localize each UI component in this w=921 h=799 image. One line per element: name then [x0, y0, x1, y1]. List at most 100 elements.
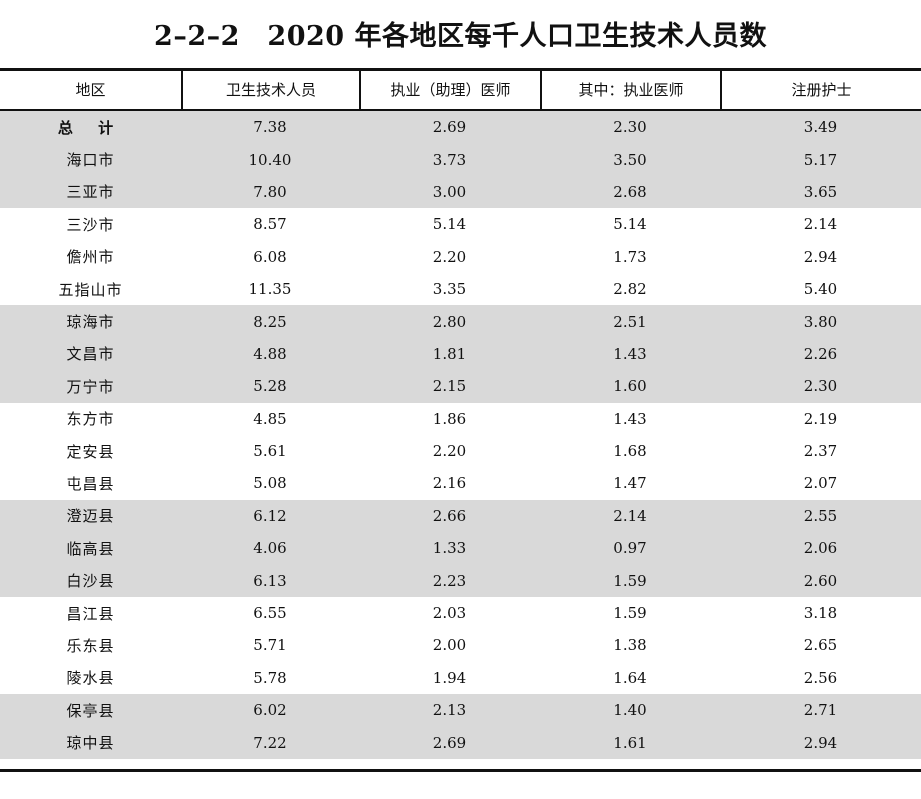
- table-row: 临高县 4.06 1.33 0.97 2.06: [0, 532, 921, 564]
- column-header-practicing-assistant-physicians: 执业（助理）医师: [359, 71, 540, 109]
- region-cell: 澄迈县: [66, 507, 115, 526]
- region-cell: 陵水县: [66, 669, 115, 688]
- region-cell: 海口市: [66, 151, 115, 170]
- table-row: 陵水县 5.78 1.94 1.64 2.56: [0, 662, 921, 694]
- practicing-assistant-physicians-cell: 2.16: [432, 474, 467, 493]
- row-group: 保亭县 6.02 2.13 1.40 2.71 琼中县 7.22 2.69 1.61 2.94: [0, 694, 921, 759]
- registered-nurses-cell: 5.17: [803, 150, 838, 169]
- practicing-assistant-physicians-cell: 1.33: [432, 539, 467, 558]
- practicing-physicians-cell: 3.50: [613, 150, 647, 169]
- data-table: 地区 卫生技术人员 执业（助理）医师 其中：执业医师 注册护士 总 计 7.38 2…: [0, 68, 921, 759]
- practicing-physicians-cell: 1.60: [613, 377, 647, 396]
- health-technicians-cell: 4.85: [253, 409, 287, 428]
- practicing-physicians-cell: 1.40: [613, 701, 647, 720]
- region-cell: 白沙县: [66, 572, 115, 591]
- column-header-registered-nurses: 注册护士: [720, 71, 921, 109]
- table-row: 东方市 4.85 1.86 1.43 2.19: [0, 403, 921, 435]
- region-cell: 定安县: [66, 442, 115, 461]
- table-row: 保亭县 6.02 2.13 1.40 2.71: [0, 694, 921, 726]
- health-technicians-cell: 8.25: [253, 312, 287, 331]
- table-row: 昌江县 6.55 2.03 1.59 3.18: [0, 597, 921, 629]
- registered-nurses-cell: 2.56: [803, 668, 838, 687]
- practicing-assistant-physicians-cell: 2.69: [432, 733, 467, 752]
- table-row: 三沙市 8.57 5.14 5.14 2.14: [0, 208, 921, 240]
- table-row: 海口市 10.40 3.73 3.50 5.17: [0, 143, 921, 175]
- table-row: 屯昌县 5.08 2.16 1.47 2.07: [0, 467, 921, 499]
- region-cell: 屯昌县: [66, 474, 115, 493]
- registered-nurses-cell: 3.80: [803, 312, 838, 331]
- health-technicians-cell: 7.80: [253, 182, 287, 201]
- row-group: 三沙市 8.57 5.14 5.14 2.14 儋州市 6.08 2.20 1.73 2.94 五指…: [0, 208, 921, 305]
- practicing-physicians-cell: 1.47: [613, 474, 647, 493]
- registered-nurses-cell: 3.18: [803, 604, 838, 623]
- practicing-assistant-physicians-cell: 2.80: [432, 312, 467, 331]
- table-body: 总 计 7.38 2.69 2.30 3.49 海口市 10.40 3.73 3.50 5.17 三…: [0, 111, 921, 759]
- practicing-physicians-cell: 1.61: [613, 733, 647, 752]
- health-technicians-cell: 4.88: [253, 344, 287, 363]
- region-cell: 乐东县: [66, 636, 115, 655]
- practicing-physicians-cell: 1.59: [613, 604, 647, 623]
- practicing-assistant-physicians-cell: 2.13: [432, 701, 467, 720]
- region-cell: 琼中县: [66, 734, 115, 753]
- region-cell: 文昌市: [66, 345, 115, 364]
- practicing-physicians-cell: 2.14: [613, 506, 647, 525]
- health-technicians-cell: 6.12: [253, 506, 287, 525]
- practicing-assistant-physicians-cell: 3.73: [432, 150, 467, 169]
- registered-nurses-cell: 2.65: [803, 636, 838, 655]
- health-technicians-cell: 5.61: [253, 442, 287, 461]
- region-cell: 三亚市: [66, 183, 115, 202]
- table-row: 乐东县 5.71 2.00 1.38 2.65: [0, 629, 921, 661]
- table-row: 五指山市 11.35 3.35 2.82 5.40: [0, 273, 921, 305]
- practicing-assistant-physicians-cell: 2.00: [432, 636, 467, 655]
- table-row: 文昌市 4.88 1.81 1.43 2.26: [0, 338, 921, 370]
- practicing-physicians-cell: 2.51: [613, 312, 647, 331]
- table-top-rule: [0, 68, 921, 71]
- health-technicians-cell: 6.08: [253, 247, 287, 266]
- region-cell: 保亭县: [66, 701, 115, 720]
- practicing-assistant-physicians-cell: 1.94: [432, 668, 467, 687]
- practicing-assistant-physicians-cell: 1.81: [432, 344, 467, 363]
- health-technicians-cell: 5.78: [253, 668, 287, 687]
- table-row: 儋州市 6.08 2.20 1.73 2.94: [0, 241, 921, 273]
- registered-nurses-cell: 2.14: [803, 215, 838, 234]
- practicing-physicians-cell: 0.97: [613, 539, 647, 558]
- table-row: 琼海市 8.25 2.80 2.51 3.80: [0, 305, 921, 337]
- registered-nurses-cell: 3.49: [803, 118, 838, 137]
- registered-nurses-cell: 2.71: [803, 701, 838, 720]
- table-row: 澄迈县 6.12 2.66 2.14 2.55: [0, 500, 921, 532]
- registered-nurses-cell: 2.30: [803, 377, 838, 396]
- page-title: 2–2–2 2020 年各地区每千人口卫生技术人员数: [154, 21, 767, 52]
- row-group: 东方市 4.85 1.86 1.43 2.19 定安县 5.61 2.20 1.68 2.37 屯昌…: [0, 403, 921, 500]
- table-row: 万宁市 5.28 2.15 1.60 2.30: [0, 370, 921, 402]
- region-cell: 琼海市: [66, 313, 115, 332]
- registered-nurses-cell: 2.37: [803, 442, 838, 461]
- registered-nurses-cell: 2.55: [803, 506, 838, 525]
- practicing-assistant-physicians-cell: 3.00: [432, 182, 467, 201]
- row-group: 总 计 7.38 2.69 2.30 3.49 海口市 10.40 3.73 3.50 5.17 三…: [0, 111, 921, 209]
- row-group: 昌江县 6.55 2.03 1.59 3.18 乐东县 5.71 2.00 1.38 2.65 陵水…: [0, 597, 921, 694]
- practicing-physicians-cell: 2.82: [613, 280, 647, 299]
- table-header-rule: [0, 109, 921, 111]
- registered-nurses-cell: 2.94: [803, 733, 838, 752]
- health-technicians-cell: 5.28: [253, 377, 287, 396]
- region-cell: 三沙市: [66, 215, 115, 234]
- health-technicians-cell: 5.71: [253, 636, 287, 655]
- row-group: 琼海市 8.25 2.80 2.51 3.80 文昌市 4.88 1.81 1.43 2.26 万宁…: [0, 305, 921, 403]
- health-technicians-cell: 5.08: [253, 474, 287, 493]
- practicing-physicians-cell: 2.68: [613, 182, 647, 201]
- region-cell: 总 计: [57, 118, 124, 137]
- health-technicians-cell: 6.55: [253, 604, 287, 623]
- health-technicians-cell: 7.38: [253, 118, 287, 137]
- registered-nurses-cell: 5.40: [803, 280, 838, 299]
- region-cell: 昌江县: [66, 604, 115, 623]
- table-row: 琼中县 7.22 2.69 1.61 2.94: [0, 726, 921, 758]
- practicing-assistant-physicians-cell: 5.14: [432, 215, 467, 234]
- health-technicians-cell: 6.02: [253, 701, 287, 720]
- practicing-physicians-cell: 1.43: [613, 344, 647, 363]
- registered-nurses-cell: 2.60: [803, 571, 838, 590]
- registered-nurses-cell: 3.65: [803, 182, 838, 201]
- practicing-assistant-physicians-cell: 2.69: [432, 118, 467, 137]
- table-row: 白沙县 6.13 2.23 1.59 2.60: [0, 564, 921, 596]
- region-cell: 儋州市: [66, 248, 115, 267]
- table-bottom-rule: [0, 769, 921, 772]
